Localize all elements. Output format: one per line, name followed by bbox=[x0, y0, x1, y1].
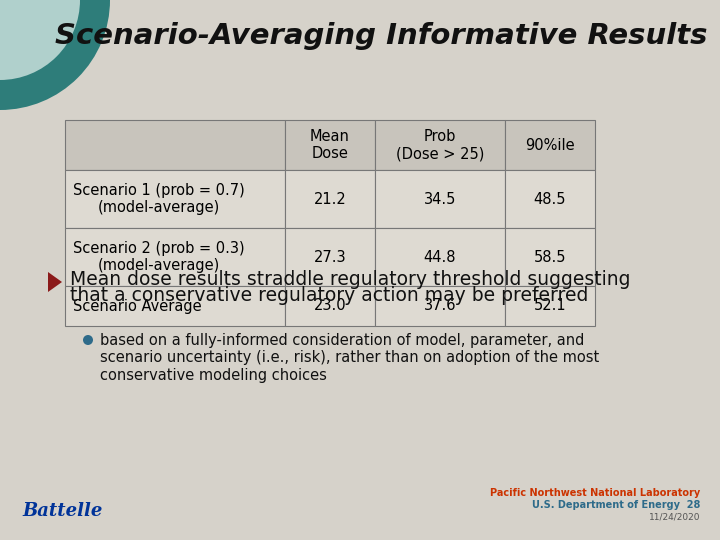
Text: Scenario Average: Scenario Average bbox=[73, 299, 202, 314]
Text: 48.5: 48.5 bbox=[534, 192, 566, 206]
Text: Prob
(Dose > 25): Prob (Dose > 25) bbox=[396, 129, 484, 161]
Text: U.S. Department of Energy  28: U.S. Department of Energy 28 bbox=[531, 500, 700, 510]
Bar bbox=[375, 228, 505, 286]
Text: that a conservative regulatory action may be preferred: that a conservative regulatory action ma… bbox=[70, 286, 588, 305]
Text: 37.6: 37.6 bbox=[424, 299, 456, 314]
Text: based on a fully-informed consideration of model, parameter, and
scenario uncert: based on a fully-informed consideration … bbox=[100, 333, 599, 383]
Bar bbox=[285, 120, 375, 170]
Text: Battelle: Battelle bbox=[22, 502, 102, 520]
Text: 44.8: 44.8 bbox=[424, 249, 456, 265]
Text: 90%ile: 90%ile bbox=[525, 138, 575, 152]
Text: Mean
Dose: Mean Dose bbox=[310, 129, 350, 161]
Text: Scenario 2 (prob = 0.3)
(model-average): Scenario 2 (prob = 0.3) (model-average) bbox=[73, 241, 245, 273]
Bar bbox=[505, 228, 595, 286]
Bar bbox=[375, 286, 505, 326]
Text: Scenario 1 (prob = 0.7)
(model-average): Scenario 1 (prob = 0.7) (model-average) bbox=[73, 183, 245, 215]
Text: 34.5: 34.5 bbox=[424, 192, 456, 206]
Bar bbox=[505, 286, 595, 326]
Text: 52.1: 52.1 bbox=[534, 299, 567, 314]
Text: 21.2: 21.2 bbox=[314, 192, 346, 206]
Text: Pacific Northwest National Laboratory: Pacific Northwest National Laboratory bbox=[490, 488, 700, 498]
Polygon shape bbox=[48, 272, 62, 292]
Bar bbox=[65, 170, 285, 228]
Wedge shape bbox=[0, 0, 110, 110]
Text: Mean dose results straddle regulatory threshold suggesting: Mean dose results straddle regulatory th… bbox=[70, 270, 631, 289]
Bar bbox=[285, 286, 375, 326]
Text: 23.0: 23.0 bbox=[314, 299, 346, 314]
Bar bbox=[375, 170, 505, 228]
Text: Scenario-Averaging Informative Results: Scenario-Averaging Informative Results bbox=[55, 22, 708, 50]
Text: 27.3: 27.3 bbox=[314, 249, 346, 265]
Bar bbox=[65, 286, 285, 326]
Bar bbox=[285, 170, 375, 228]
Bar bbox=[505, 120, 595, 170]
Bar bbox=[65, 120, 285, 170]
Wedge shape bbox=[0, 0, 80, 80]
Bar bbox=[285, 228, 375, 286]
Bar bbox=[65, 228, 285, 286]
Circle shape bbox=[83, 335, 93, 345]
Bar bbox=[375, 120, 505, 170]
Bar bbox=[505, 170, 595, 228]
Text: 11/24/2020: 11/24/2020 bbox=[649, 513, 700, 522]
Text: 58.5: 58.5 bbox=[534, 249, 566, 265]
